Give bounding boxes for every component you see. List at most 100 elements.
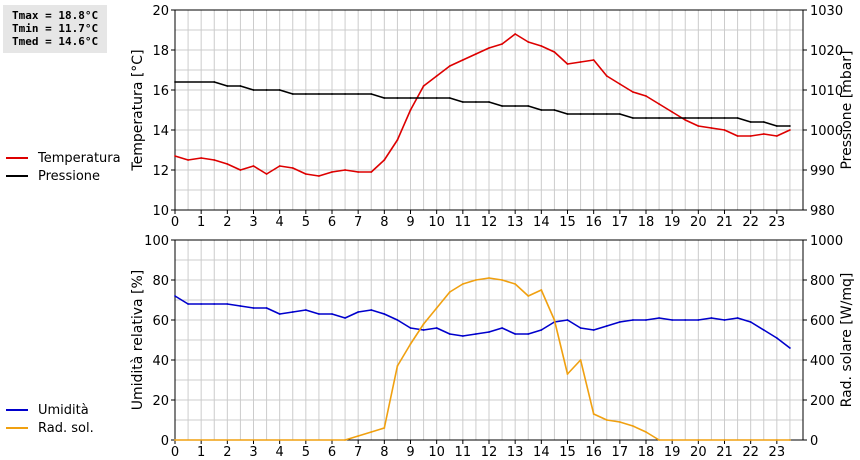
data-point: [461, 59, 464, 61]
data-point: [396, 319, 399, 321]
data-point: [488, 101, 490, 103]
data-point: [291, 311, 294, 313]
data-point: [658, 317, 660, 319]
data-point: [383, 97, 386, 99]
data-point: [357, 171, 360, 173]
x-tick-label: 7: [354, 215, 362, 230]
data-point: [671, 439, 674, 441]
data-point: [435, 97, 438, 99]
data-point: [684, 119, 687, 121]
data-point: [278, 313, 281, 315]
x-tick-label: 2: [223, 215, 231, 230]
data-point: [605, 113, 608, 115]
data-point: [789, 125, 791, 127]
data-point: [278, 89, 281, 91]
data-point: [409, 97, 412, 99]
x-tick-label: 12: [481, 215, 498, 230]
data-point: [252, 165, 255, 167]
data-point: [566, 319, 569, 321]
y-axis-label-right: Pressione [mbar]: [839, 50, 855, 169]
data-point: [501, 105, 503, 107]
x-tick-label: 14: [533, 445, 550, 460]
data-point: [291, 93, 294, 95]
legend-label: Pressione: [38, 169, 100, 184]
y-tick-label-left: 80: [152, 274, 169, 289]
y-tick-label-left: 20: [152, 4, 169, 19]
data-point: [475, 333, 477, 335]
x-tick-label: 19: [664, 445, 681, 460]
data-point: [475, 101, 477, 103]
series-line-temperatura: [174, 33, 791, 177]
data-point: [226, 303, 229, 305]
data-point: [344, 169, 346, 171]
data-point: [592, 329, 595, 331]
y-tick-label-left: 20: [152, 394, 169, 409]
data-point: [174, 81, 176, 83]
data-point: [736, 135, 739, 137]
y-tick-label-right: 0: [810, 434, 818, 449]
series-line-pressione: [175, 81, 790, 127]
data-point: [749, 135, 752, 137]
data-point: [540, 329, 543, 331]
x-tick-label: 0: [171, 215, 179, 230]
chart-1: 0 1 2 3 4 5 6 7 8 9 10 11 12 13 14 15 16 17 18 19 20 21 22 2310…: [6, 4, 855, 230]
x-tick-label: 5: [302, 445, 310, 460]
data-point: [697, 439, 700, 441]
data-point: [187, 159, 189, 161]
x-tick-label: 20: [690, 215, 707, 230]
chart-2: 0 1 2 3 4 5 6 7 8 9 10 11 12 13 14 15 16 17 18 19 20 21 22 2302…: [6, 234, 855, 460]
x-tick-label: 3: [249, 445, 257, 460]
data-point: [461, 101, 464, 103]
y-axis-label-right: Rad. solare [W/mq]: [839, 273, 855, 408]
data-point: [553, 51, 556, 53]
data-point: [566, 373, 569, 375]
data-point: [592, 113, 595, 115]
data-point: [527, 333, 530, 335]
data-point: [331, 93, 333, 95]
data-point: [448, 65, 451, 67]
y-tick-label-right: 400: [810, 354, 835, 369]
data-point: [775, 125, 778, 127]
data-point: [632, 91, 634, 93]
data-point: [710, 127, 713, 129]
y-tick-label-right: 1030: [810, 4, 843, 19]
x-tick-label: 22: [742, 445, 759, 460]
data-point: [422, 329, 425, 331]
x-tick-label: 20: [690, 445, 707, 460]
y-tick-label-left: 18: [152, 44, 169, 59]
x-tick-label: 23: [769, 215, 786, 230]
data-point: [618, 83, 621, 85]
x-tick-label: 6: [328, 215, 336, 230]
data-point: [540, 109, 543, 111]
data-point: [736, 117, 739, 119]
y-tick-label-right: 990: [810, 164, 835, 179]
y-tick-label-left: 10: [152, 204, 169, 219]
data-point: [318, 93, 320, 95]
x-tick-label: 16: [585, 445, 602, 460]
data-point: [435, 75, 438, 77]
x-tick-label: 17: [612, 215, 629, 230]
tmax-text: Tmax = 18.8°C: [12, 9, 99, 22]
data-point: [632, 117, 634, 119]
data-point: [618, 113, 621, 115]
x-tick-label: 13: [507, 215, 524, 230]
data-point: [684, 319, 687, 321]
data-point: [697, 117, 700, 119]
data-point: [632, 319, 634, 321]
data-point: [488, 331, 490, 333]
x-tick-label: 8: [380, 215, 388, 230]
data-point: [318, 313, 320, 315]
data-point: [736, 317, 739, 319]
y-tick-label-left: 60: [152, 314, 169, 329]
data-point: [762, 329, 765, 331]
data-point: [265, 173, 268, 175]
data-point: [501, 327, 503, 329]
data-point: [775, 337, 778, 339]
data-point: [239, 169, 242, 171]
data-point: [671, 117, 674, 119]
data-point: [174, 439, 176, 441]
x-tick-label: 19: [664, 215, 681, 230]
data-point: [671, 111, 674, 113]
data-point: [605, 419, 608, 421]
data-point: [448, 333, 451, 335]
